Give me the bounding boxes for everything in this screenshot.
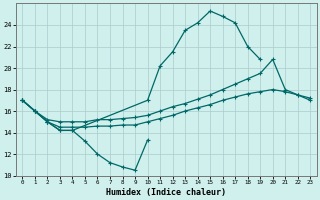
X-axis label: Humidex (Indice chaleur): Humidex (Indice chaleur) bbox=[106, 188, 226, 197]
